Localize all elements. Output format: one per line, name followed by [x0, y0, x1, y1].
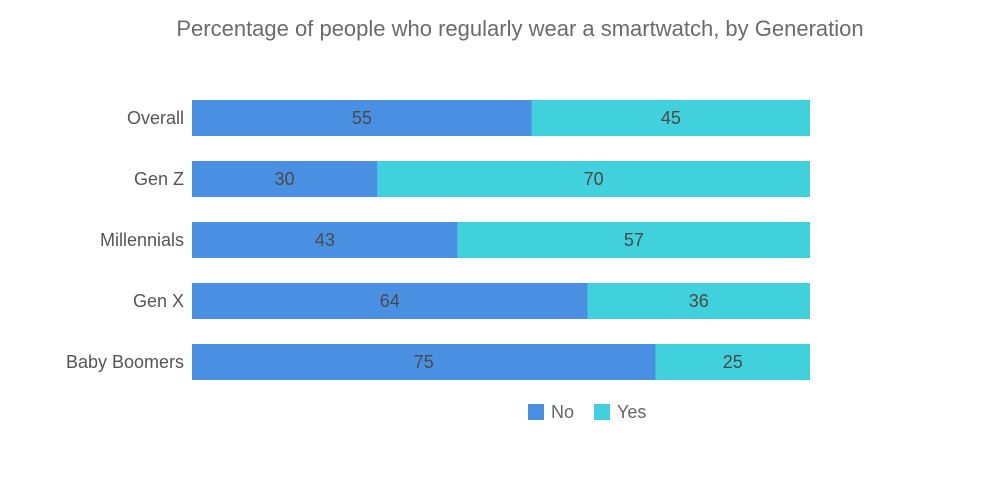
category-label-millennials: Millennials [100, 230, 184, 250]
bar-no-overall [192, 100, 532, 136]
category-label-gen-x: Gen X [133, 291, 184, 311]
bar-yes-baby-boomers [655, 344, 810, 380]
bar-yes-gen-x [587, 283, 810, 319]
category-label-baby-boomers: Baby Boomers [66, 352, 184, 372]
category-label-gen-z: Gen Z [134, 169, 184, 189]
data-label-no-gen-z: 30 [275, 169, 295, 189]
legend-label-yes: Yes [617, 402, 646, 422]
data-label-yes-overall: 45 [661, 108, 681, 128]
bar-yes-gen-z [377, 161, 810, 197]
data-label-yes-millennials: 57 [624, 230, 644, 250]
data-label-no-overall: 55 [352, 108, 372, 128]
legend-swatch-yes [594, 404, 611, 420]
bar-no-gen-z [192, 161, 378, 197]
data-label-yes-gen-x: 36 [689, 291, 709, 311]
data-label-yes-gen-z: 70 [584, 169, 604, 189]
chart-title: Percentage of people who regularly wear … [176, 16, 864, 41]
bar-no-baby-boomers [192, 344, 656, 380]
bar-yes-millennials [457, 222, 810, 258]
data-label-no-baby-boomers: 75 [414, 352, 434, 372]
bar-no-millennials [192, 222, 458, 258]
category-label-overall: Overall [127, 108, 184, 128]
data-label-yes-baby-boomers: 25 [723, 352, 743, 372]
data-label-no-millennials: 43 [315, 230, 335, 250]
bar-yes-overall [531, 100, 810, 136]
legend-swatch-no [528, 404, 544, 420]
data-label-no-gen-x: 64 [380, 291, 400, 311]
bar-no-gen-x [192, 283, 588, 319]
legend-label-no: No [551, 402, 574, 422]
